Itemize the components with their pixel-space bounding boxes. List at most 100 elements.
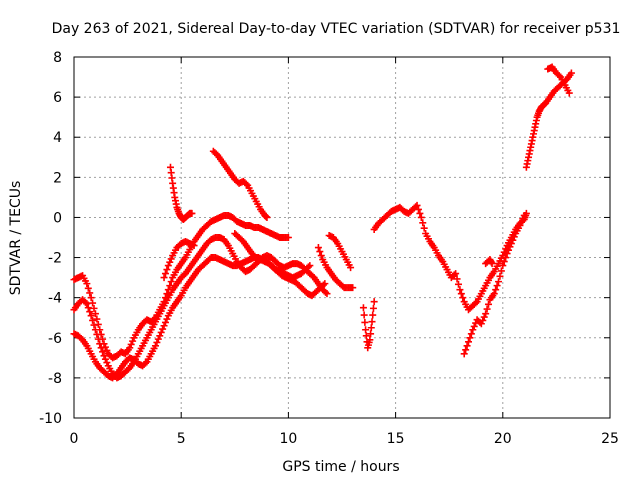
data-point: [164, 262, 172, 270]
data-point: [419, 219, 427, 227]
data-point: [319, 281, 327, 289]
data-point: [456, 286, 464, 294]
data-point: [81, 298, 89, 306]
data-point: [359, 304, 367, 312]
data-point: [86, 308, 94, 316]
x-tick-label: 10: [279, 431, 297, 447]
data-point: [361, 318, 369, 326]
data-point: [466, 334, 474, 342]
data-point: [506, 243, 514, 251]
chart-title: Day 263 of 2021, Sidereal Day-to-day VTE…: [52, 21, 621, 37]
data-series: [370, 201, 530, 314]
data-point: [161, 270, 169, 278]
data-point: [314, 244, 322, 252]
data-point: [367, 330, 375, 338]
data-point: [492, 286, 500, 294]
data-point: [87, 294, 95, 302]
y-axis-label: SDTVAR / TECUs: [8, 181, 24, 296]
data-series: [314, 244, 357, 292]
data-point: [83, 300, 91, 308]
y-tick-label: 2: [53, 170, 62, 186]
data-point: [457, 290, 465, 298]
data-point: [263, 213, 271, 221]
data-point: [93, 330, 101, 338]
data-point: [126, 344, 134, 352]
data-point: [167, 278, 175, 286]
data-point: [100, 352, 108, 360]
data-point: [420, 224, 428, 232]
data-point: [507, 240, 515, 248]
data-point: [453, 275, 461, 283]
data-point: [153, 338, 161, 346]
data-point: [163, 266, 171, 274]
data-point: [565, 89, 573, 97]
data-series: [160, 238, 198, 282]
data-point: [151, 342, 159, 350]
data-point: [86, 289, 94, 297]
data-point: [480, 313, 488, 321]
data-point: [159, 325, 167, 333]
data-point: [367, 324, 375, 332]
data-point: [101, 355, 109, 363]
data-point: [347, 264, 355, 272]
data-point: [479, 316, 487, 324]
data-point: [167, 255, 175, 263]
data-point: [460, 350, 468, 358]
grid: [74, 57, 610, 418]
data-point: [459, 294, 467, 302]
y-tick-label: 6: [53, 90, 62, 106]
data-point: [90, 321, 98, 329]
data-series: [209, 147, 271, 221]
y-tick-label: -6: [48, 331, 62, 347]
data-point: [470, 322, 478, 330]
data-point: [362, 326, 370, 334]
data-point: [284, 234, 292, 241]
data-point: [362, 332, 370, 340]
data-point: [84, 284, 92, 292]
data-point: [163, 315, 171, 323]
data-point: [567, 69, 575, 77]
data-point: [160, 274, 168, 282]
data-series: [166, 163, 196, 223]
data-point: [166, 258, 174, 266]
data-point: [520, 211, 528, 219]
data-point: [304, 263, 312, 271]
data-point: [157, 328, 165, 336]
data-point: [360, 311, 368, 319]
data-point: [483, 305, 491, 313]
data-series: [70, 234, 331, 382]
data-point: [83, 280, 91, 288]
data-point: [509, 236, 517, 244]
data-point: [127, 340, 135, 348]
data-point: [496, 272, 504, 280]
data-point: [316, 248, 324, 256]
axis-ticks: 0 5 10 15 20 25 -10 -8 -6 -4 -2 0 2 4 6 8: [39, 50, 619, 447]
data-point: [160, 322, 168, 330]
data-point: [477, 320, 485, 328]
data-point: [499, 262, 507, 270]
data-point: [519, 215, 527, 223]
data-series: [522, 69, 575, 171]
data-series: [231, 229, 329, 300]
x-tick-label: 20: [494, 431, 512, 447]
data-point: [103, 346, 111, 354]
y-tick-label: -10: [39, 411, 62, 427]
data-point: [414, 205, 422, 213]
x-tick-label: 25: [601, 431, 619, 447]
data-point: [488, 260, 496, 268]
data-point: [349, 284, 357, 292]
data-point: [323, 290, 331, 298]
x-tick-label: 5: [177, 431, 186, 447]
x-tick-label: 15: [387, 431, 405, 447]
data-series: [460, 211, 528, 358]
data-point: [368, 318, 376, 326]
data-point: [129, 337, 137, 345]
data-point: [99, 348, 107, 356]
data-series: [359, 298, 378, 352]
data-point: [413, 201, 421, 209]
plot-frame: [73, 56, 611, 419]
data-point: [469, 326, 477, 334]
data-point: [482, 310, 490, 318]
data-point: [464, 338, 472, 346]
